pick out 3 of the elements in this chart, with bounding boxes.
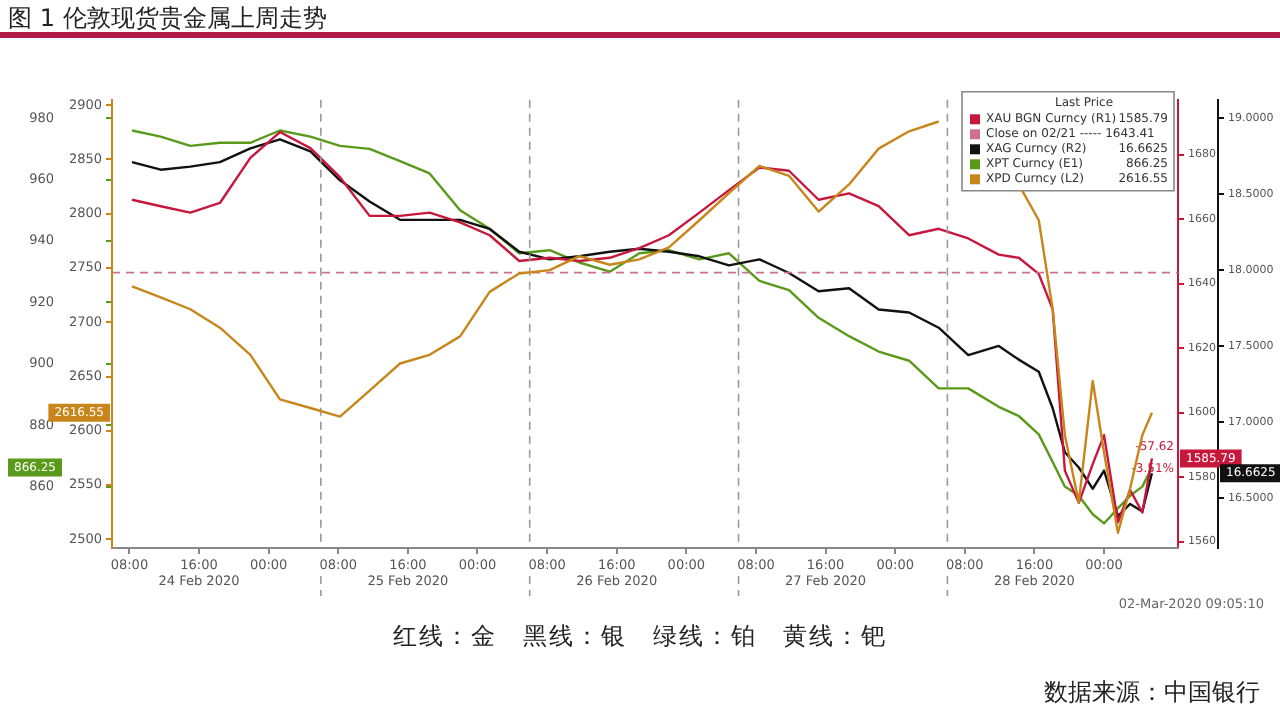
source-note: 数据来源：中国银行 [1044, 676, 1260, 710]
chart-title: 图 1 伦敦现货贵金属上周走势 [8, 2, 327, 36]
text: 红线：金 黑线：银 绿线：铂 黄线：钯 [391, 620, 889, 654]
